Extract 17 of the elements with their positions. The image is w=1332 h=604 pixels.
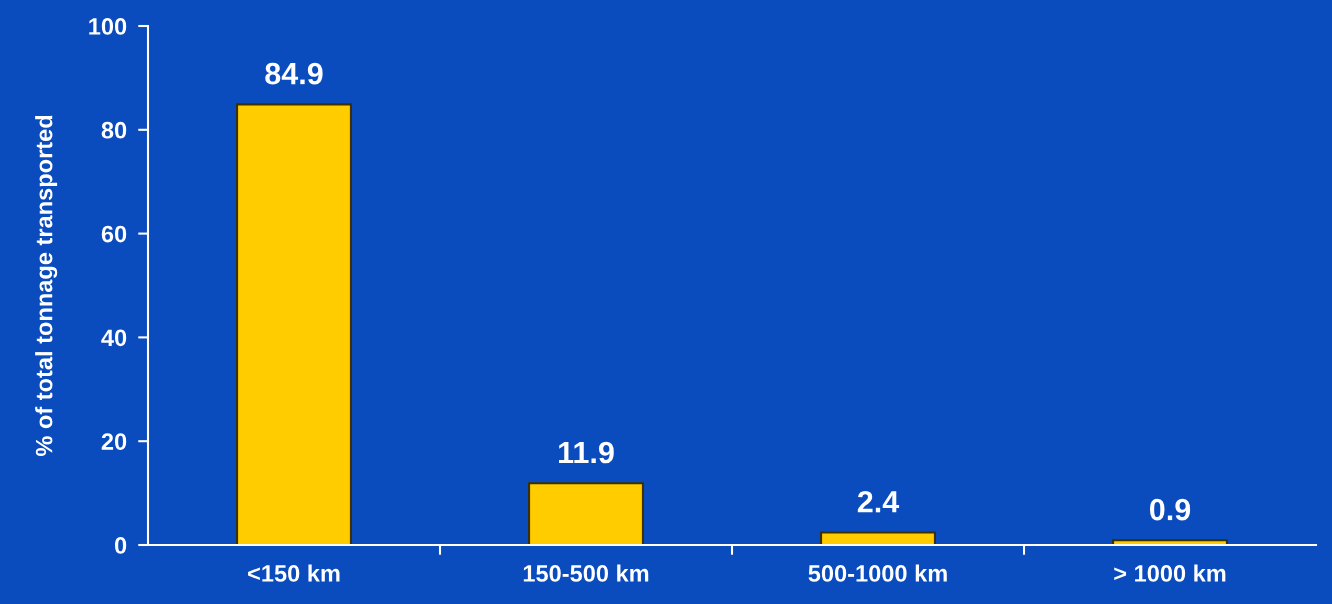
bar bbox=[528, 482, 644, 545]
data-label: 2.4 bbox=[857, 490, 900, 513]
x-tick-label: > 1000 km bbox=[1114, 564, 1226, 582]
y-tick-label: 60 bbox=[101, 225, 127, 243]
y-tick-label: 80 bbox=[101, 121, 127, 139]
y-tick-label: 100 bbox=[89, 18, 127, 35]
x-tick-label: 150-500 km bbox=[523, 564, 649, 582]
data-label: 11.9 bbox=[559, 441, 614, 464]
x-tick-label: <150 km bbox=[248, 564, 340, 582]
y-axis-title: % of total tonnage transported bbox=[35, 115, 58, 457]
data-label: 0.9 bbox=[1149, 498, 1191, 521]
y-tick-label: 20 bbox=[101, 433, 127, 450]
y-tick-label: 40 bbox=[101, 329, 127, 347]
y-tick-label: 0 bbox=[114, 537, 127, 554]
data-label: 84.9 bbox=[265, 62, 323, 85]
x-tick-label: 500-1000 km bbox=[808, 564, 947, 582]
bar bbox=[236, 103, 352, 545]
